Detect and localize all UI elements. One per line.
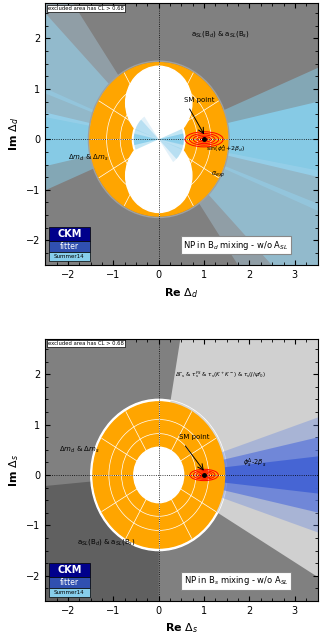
Wedge shape [159,139,224,193]
Circle shape [146,461,171,489]
Text: SM point: SM point [184,97,214,102]
Wedge shape [159,432,324,517]
Text: $\phi^{\Delta}_s$-2$\beta_s$: $\phi^{\Delta}_s$-2$\beta_s$ [243,457,266,471]
Text: a$_{SL}$(B$_d$) & a$_{SL}$(B$_s$): a$_{SL}$(B$_d$) & a$_{SL}$(B$_s$) [77,537,136,546]
Text: NP in B$_s$ mixing - w/o A$_{SL}$: NP in B$_s$ mixing - w/o A$_{SL}$ [183,574,288,588]
Text: NP in B$_d$ mixing - w/o A$_{SL}$: NP in B$_d$ mixing - w/o A$_{SL}$ [183,238,289,252]
Wedge shape [159,139,324,425]
FancyBboxPatch shape [49,577,90,588]
Text: $\alpha_{exp}$: $\alpha_{exp}$ [211,169,226,180]
Wedge shape [134,116,159,139]
Wedge shape [159,139,227,202]
X-axis label: Re $\Delta_s$: Re $\Delta_s$ [165,621,198,635]
Wedge shape [0,475,159,636]
Text: sin($\phi^{\Delta}_d$+2$\beta_d$): sin($\phi^{\Delta}_d$+2$\beta_d$) [206,143,245,154]
Circle shape [133,110,185,169]
Text: a$_{SL}$(B$_d$) & a$_{SL}$(B$_s$): a$_{SL}$(B$_d$) & a$_{SL}$(B$_s$) [191,29,249,39]
Wedge shape [90,123,159,155]
FancyBboxPatch shape [49,241,90,252]
Wedge shape [159,139,183,162]
Wedge shape [91,76,159,139]
Wedge shape [159,134,184,145]
Circle shape [91,399,227,551]
Wedge shape [94,85,159,139]
Text: Summer14: Summer14 [54,254,85,259]
Wedge shape [159,350,324,600]
FancyBboxPatch shape [49,252,90,261]
Text: Summer14: Summer14 [54,590,85,595]
Wedge shape [159,78,324,636]
Y-axis label: Im $\Delta_d$: Im $\Delta_d$ [7,117,20,151]
Y-axis label: Im $\Delta_s$: Im $\Delta_s$ [7,453,20,487]
Wedge shape [159,123,228,155]
Text: $\Delta m_d$ & $\Delta m_s$: $\Delta m_d$ & $\Delta m_s$ [59,445,100,455]
Wedge shape [0,0,159,139]
Text: $\Delta\Gamma_s$ & $\tau_s^{FS}$ & $\tau_s(K^+K^-)$ & $\tau_s(J/\psi f_0)$: $\Delta\Gamma_s$ & $\tau_s^{FS}$ & $\tau… [175,370,266,380]
Text: excluded area has CL > 0.68: excluded area has CL > 0.68 [48,342,124,347]
Text: $\Delta m_d$ & $\Delta m_s$: $\Delta m_d$ & $\Delta m_s$ [68,153,109,163]
Text: CKM: CKM [57,229,82,239]
Wedge shape [159,0,324,291]
Wedge shape [90,111,159,168]
Wedge shape [159,139,324,470]
Text: fitter: fitter [60,242,79,251]
Circle shape [93,402,225,548]
X-axis label: Re $\Delta_d$: Re $\Delta_d$ [164,286,199,300]
Wedge shape [135,120,159,139]
FancyBboxPatch shape [49,227,90,241]
Circle shape [90,63,228,216]
Wedge shape [159,111,228,168]
Circle shape [134,447,184,502]
Circle shape [126,139,192,212]
Wedge shape [134,129,159,149]
Wedge shape [159,55,324,223]
Text: fitter: fitter [60,578,79,587]
Wedge shape [0,0,159,291]
Text: SM point: SM point [179,434,210,439]
Circle shape [126,139,192,212]
Wedge shape [159,139,182,159]
Wedge shape [134,134,159,145]
Circle shape [134,447,184,502]
FancyBboxPatch shape [49,563,90,577]
Circle shape [126,66,192,140]
Circle shape [146,461,171,489]
Text: CKM: CKM [57,565,82,575]
Wedge shape [0,0,159,139]
Wedge shape [159,391,324,559]
Text: excluded area has CL > 0.68: excluded area has CL > 0.68 [48,6,124,11]
Wedge shape [0,55,159,223]
Wedge shape [134,475,159,502]
Wedge shape [159,129,184,149]
Circle shape [126,66,192,140]
FancyBboxPatch shape [49,588,90,597]
Wedge shape [159,401,227,513]
